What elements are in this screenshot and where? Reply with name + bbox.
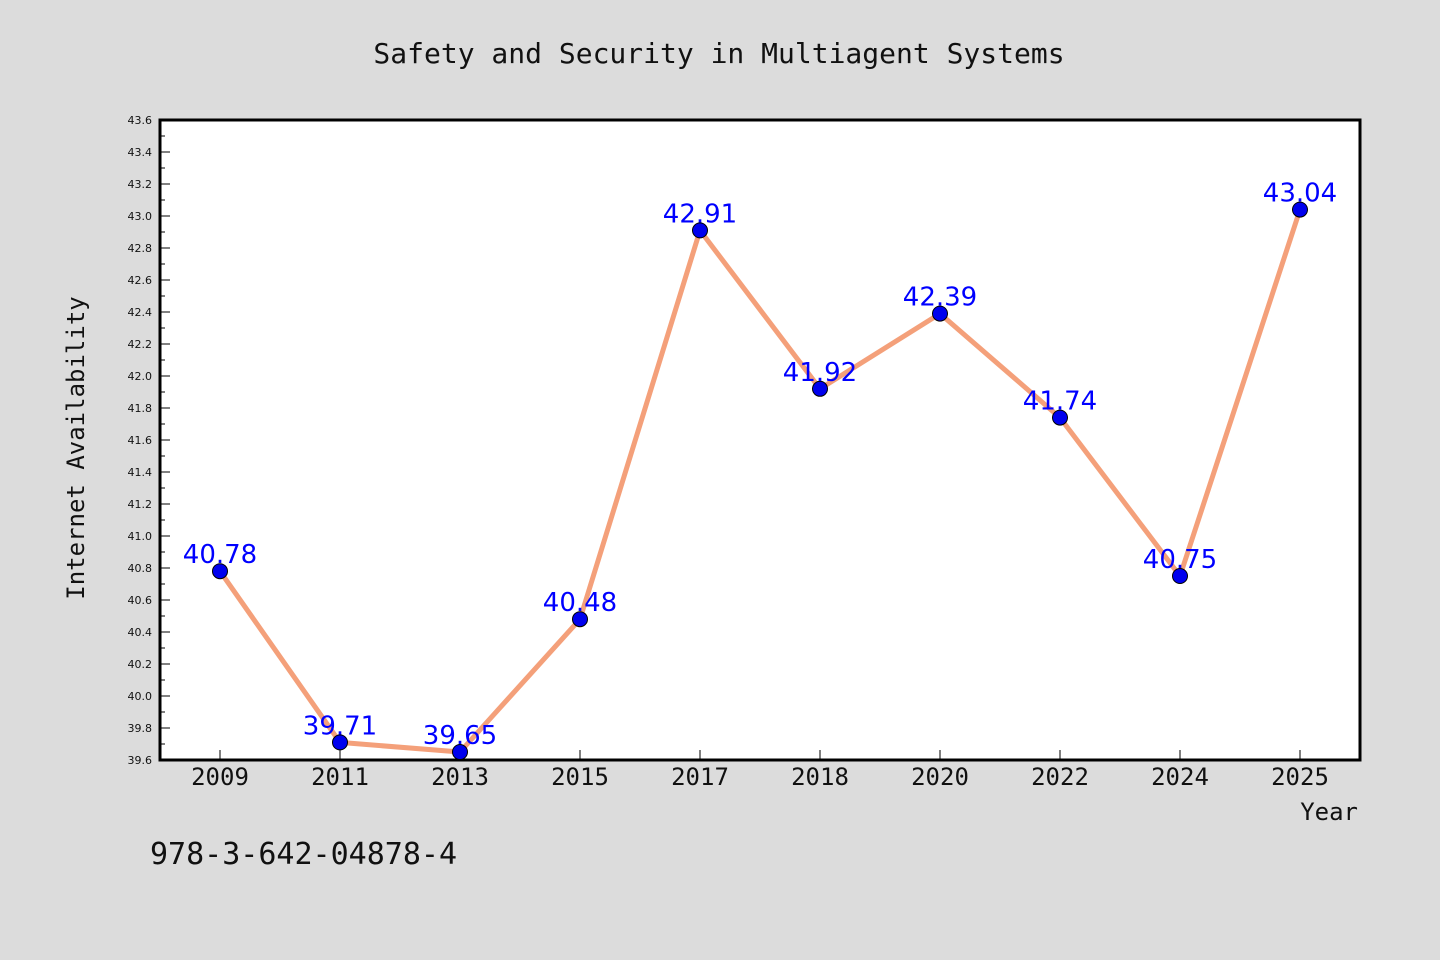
y-tick-label: 41.8 <box>128 402 153 415</box>
x-tick-label: 2017 <box>671 763 729 791</box>
data-label: 39.71 <box>303 711 377 741</box>
x-tick-label: 2009 <box>191 763 249 791</box>
data-point <box>1052 409 1068 426</box>
data-point <box>932 305 948 322</box>
x-axis: 2009 2011 2013 2015 2017 2018 2020 2022 2024 2025 <box>191 750 1329 791</box>
x-tick-label: 2020 <box>911 763 969 791</box>
data-label: 39.65 <box>423 721 497 751</box>
y-tick-label: 41.2 <box>128 498 153 511</box>
y-tick-label: 41.0 <box>128 530 153 543</box>
data-label: 43.04 <box>1263 179 1337 209</box>
data-label: 42.91 <box>663 199 737 229</box>
y-tick-label: 40.0 <box>128 690 153 703</box>
data-point <box>692 222 708 239</box>
data-label: 41.74 <box>1023 387 1097 417</box>
y-tick-label: 42.2 <box>128 338 153 351</box>
y-tick-label: 43.2 <box>128 178 153 191</box>
data-point <box>1292 201 1308 218</box>
data-label: 40.48 <box>543 588 617 618</box>
y-tick-label: 39.8 <box>128 722 153 735</box>
y-axis: 39.6 39.8 40.0 40.2 40.4 40.6 40.8 41.0 41.2 41.4… <box>128 114 170 767</box>
x-tick-label: 2025 <box>1271 763 1329 791</box>
y-tick-label: 42.4 <box>128 306 153 319</box>
y-tick-label: 39.6 <box>128 754 153 767</box>
x-tick-label: 2018 <box>791 763 849 791</box>
data-point <box>812 380 828 397</box>
data-label: 40.78 <box>183 540 257 570</box>
series-line <box>217 208 1303 755</box>
y-tick-label: 43.4 <box>128 146 153 159</box>
y-tick-label: 42.0 <box>128 370 153 383</box>
y-tick-label: 43.6 <box>128 114 153 127</box>
data-point <box>572 611 588 628</box>
chart-title: Safety and Security in Multiagent System… <box>373 37 1064 70</box>
x-tick-label: 2022 <box>1031 763 1089 791</box>
y-tick-label: 41.4 <box>128 466 153 479</box>
data-point <box>452 744 468 760</box>
y-tick-label: 40.4 <box>128 626 153 639</box>
x-tick-label: 2011 <box>311 763 369 791</box>
x-tick-label: 2015 <box>551 763 609 791</box>
y-tick-label: 40.2 <box>128 658 153 671</box>
x-tick-label: 2024 <box>1151 763 1209 791</box>
y-tick-label: 41.6 <box>128 434 153 447</box>
y-tick-label: 43.0 <box>128 210 153 223</box>
y-axis-label: Internet Availability <box>62 296 90 599</box>
y-tick-label: 42.6 <box>128 274 153 287</box>
data-point <box>332 734 348 751</box>
plot-area <box>158 118 1362 762</box>
y-tick-label: 40.6 <box>128 594 153 607</box>
y-tick-label: 42.8 <box>128 242 153 255</box>
data-point <box>212 563 228 580</box>
series-line-group: 40.78 39.71 39.65 40.48 42.91 41.92 42.39 41.74… <box>183 179 1337 760</box>
data-label: 41.92 <box>783 358 857 388</box>
x-axis-label: Year <box>1300 798 1358 826</box>
data-label: 40.75 <box>1143 545 1217 575</box>
x-tick-label: 2013 <box>431 763 489 791</box>
data-label: 42.39 <box>903 283 977 313</box>
y-tick-label: 40.8 <box>128 562 153 575</box>
data-point <box>1172 568 1188 584</box>
footer-isbn: 978-3-642-04878-4 <box>150 837 457 872</box>
